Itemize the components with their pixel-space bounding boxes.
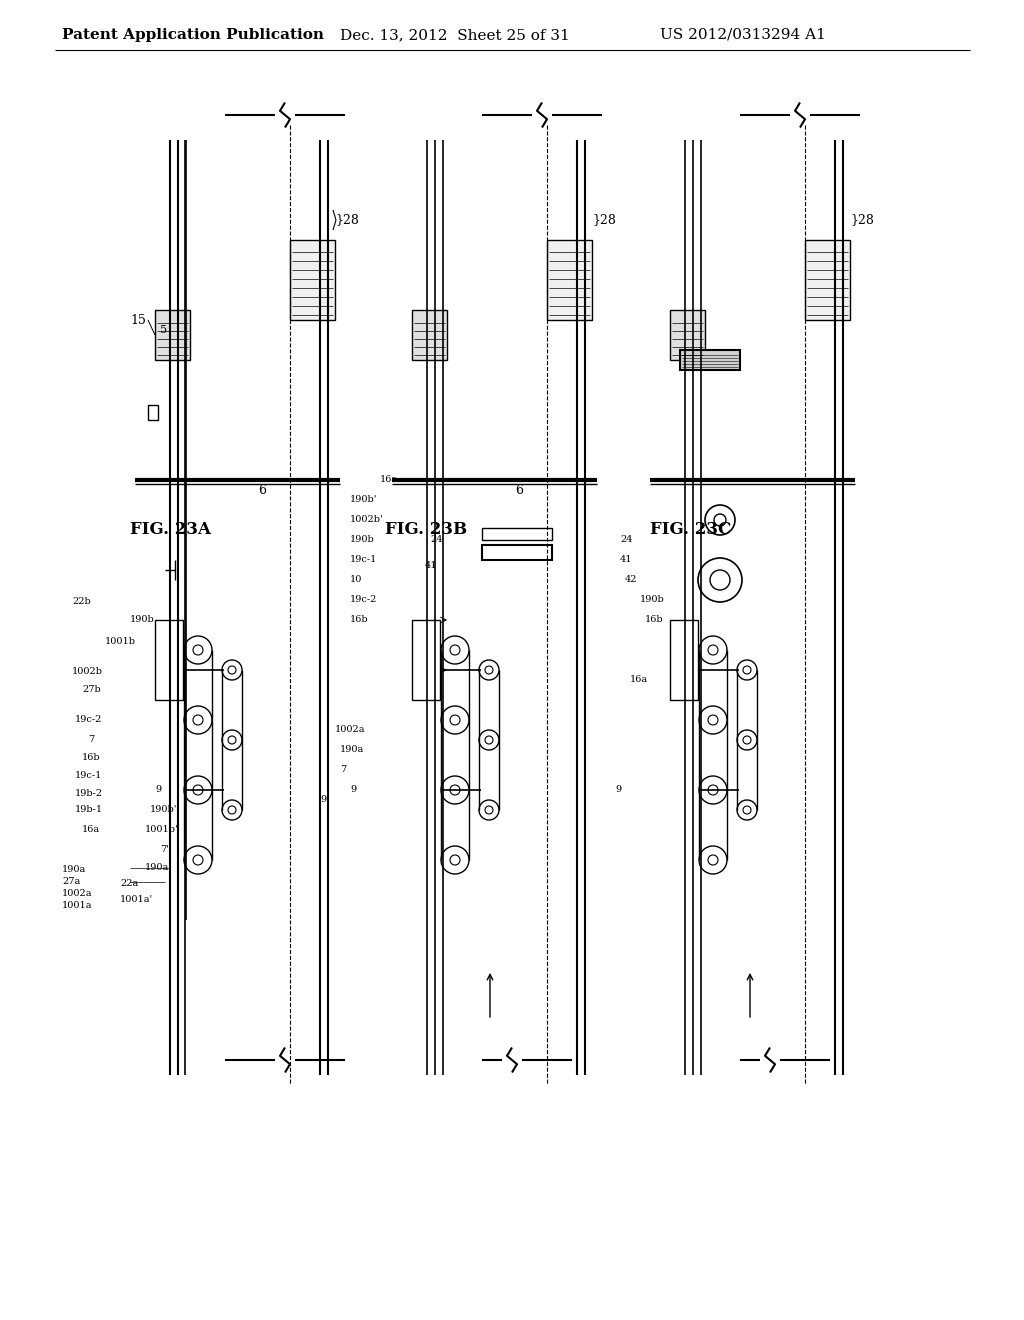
- Text: 6: 6: [515, 483, 523, 496]
- Text: 190b: 190b: [130, 615, 155, 624]
- Bar: [290, 240, 335, 319]
- Text: 16b: 16b: [350, 615, 369, 624]
- Text: 7: 7: [340, 766, 346, 775]
- Text: 19b-2: 19b-2: [75, 788, 103, 797]
- Text: 9: 9: [319, 796, 326, 804]
- Text: 22a: 22a: [120, 879, 138, 888]
- Bar: [547, 240, 592, 319]
- Text: 41: 41: [425, 561, 437, 569]
- Text: 7: 7: [88, 735, 94, 744]
- Text: 1002a: 1002a: [62, 890, 92, 899]
- Text: Dec. 13, 2012  Sheet 25 of 31: Dec. 13, 2012 Sheet 25 of 31: [340, 28, 569, 42]
- Text: 27a: 27a: [62, 878, 80, 887]
- Text: 10: 10: [350, 576, 362, 585]
- Text: 1001b: 1001b: [105, 638, 136, 647]
- Text: Patent Application Publication: Patent Application Publication: [62, 28, 324, 42]
- Text: US 2012/0313294 A1: US 2012/0313294 A1: [660, 28, 826, 42]
- Text: FIG. 23B: FIG. 23B: [385, 521, 467, 539]
- Bar: [670, 310, 705, 360]
- Text: FIG. 23A: FIG. 23A: [130, 521, 211, 539]
- Text: 1001a: 1001a: [62, 902, 92, 911]
- Bar: [412, 620, 440, 700]
- Text: 41: 41: [620, 556, 633, 565]
- Text: 16b: 16b: [82, 752, 100, 762]
- Text: 16b: 16b: [645, 615, 664, 624]
- Bar: [148, 405, 158, 420]
- Text: 9: 9: [615, 785, 622, 795]
- Text: 190a: 190a: [340, 746, 365, 755]
- Text: 19c-2: 19c-2: [350, 595, 378, 605]
- Text: }28: }28: [850, 214, 873, 227]
- Text: 1001a': 1001a': [120, 895, 154, 904]
- Bar: [155, 310, 190, 360]
- Text: 190a': 190a': [145, 863, 172, 873]
- Bar: [680, 350, 740, 370]
- Text: 190b': 190b': [150, 805, 177, 814]
- Text: 6: 6: [258, 483, 266, 496]
- Text: 19c-1: 19c-1: [75, 771, 102, 780]
- Text: 7': 7': [160, 846, 169, 854]
- Bar: [482, 545, 552, 560]
- Text: 1002a: 1002a: [335, 726, 366, 734]
- Text: 16a: 16a: [380, 475, 398, 484]
- Text: 24: 24: [430, 536, 442, 544]
- Text: 9: 9: [350, 785, 356, 795]
- Bar: [155, 620, 183, 700]
- Text: 24: 24: [620, 536, 633, 544]
- Text: }28: }28: [592, 214, 615, 227]
- Text: 42: 42: [625, 576, 638, 585]
- Text: 22b: 22b: [72, 598, 91, 606]
- Text: 1002b: 1002b: [72, 668, 103, 676]
- Text: 9: 9: [155, 785, 161, 795]
- Text: 190b': 190b': [350, 495, 378, 504]
- Text: 16a: 16a: [82, 825, 100, 834]
- Bar: [482, 528, 552, 540]
- Text: 5: 5: [160, 325, 167, 335]
- Text: 16a: 16a: [630, 676, 648, 685]
- Bar: [670, 620, 698, 700]
- Text: 19c-1: 19c-1: [350, 556, 378, 565]
- Text: 19b-1: 19b-1: [75, 805, 103, 814]
- Text: 190b: 190b: [640, 595, 665, 605]
- Text: 15: 15: [130, 314, 145, 326]
- Bar: [805, 240, 850, 319]
- Text: FIG. 23C: FIG. 23C: [650, 521, 731, 539]
- Bar: [412, 310, 447, 360]
- Text: }28: }28: [335, 214, 358, 227]
- Text: 19c-2: 19c-2: [75, 715, 102, 725]
- Text: 190b: 190b: [350, 536, 375, 544]
- Text: 1002b': 1002b': [350, 516, 384, 524]
- Text: 1001b': 1001b': [145, 825, 179, 834]
- Text: 190a: 190a: [62, 866, 86, 874]
- Text: 27b: 27b: [82, 685, 100, 694]
